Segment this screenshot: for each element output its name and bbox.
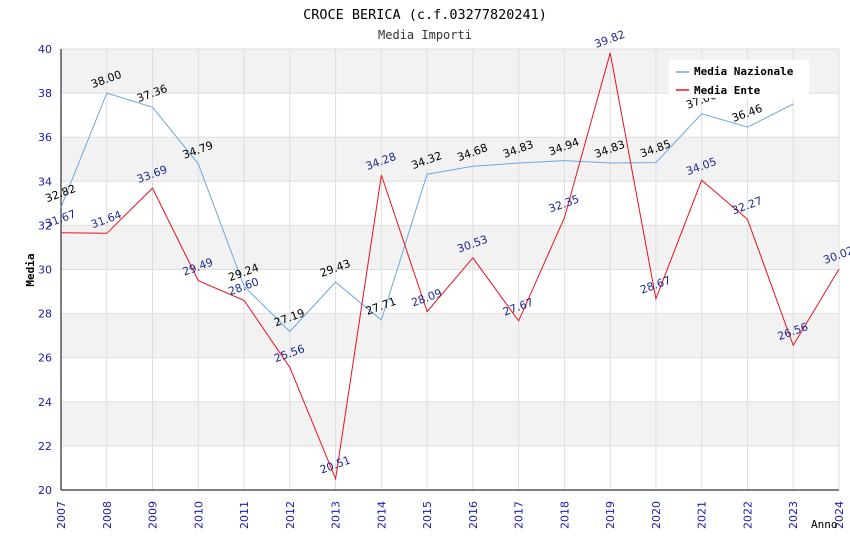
plot-band	[61, 313, 839, 358]
chart-subtitle: Media Importi	[378, 28, 472, 42]
y-tick-label: 26	[38, 352, 52, 365]
plot-band	[61, 357, 839, 402]
plot-band	[61, 445, 839, 490]
x-tick-label: 2009	[147, 501, 160, 529]
x-tick-label: 2019	[604, 501, 617, 529]
x-tick-labels: 2007 2008 2009 2010 2011 2012 2013 2014 2015 2016…	[55, 501, 846, 529]
plot-band	[61, 93, 839, 138]
chart-title: CROCE BERICA (c.f.03277820241)	[303, 7, 547, 23]
y-tick-label: 38	[38, 87, 52, 100]
y-tick-label: 40	[38, 43, 52, 56]
x-tick-label: 2018	[558, 501, 571, 529]
x-tick-label: 2017	[513, 501, 526, 529]
plot-bands	[61, 49, 839, 490]
plot-band	[61, 225, 839, 270]
data-label-ente: 39.82	[593, 28, 627, 51]
x-tick-label: 2013	[330, 501, 343, 529]
legend: Media Nazionale Media Ente	[669, 60, 809, 98]
legend-label-ente: Media Ente	[694, 84, 761, 97]
y-tick-label: 24	[38, 396, 52, 409]
x-tick-label: 2010	[192, 501, 205, 529]
plot-band	[61, 137, 839, 182]
series-lines	[60, 52, 840, 481]
x-axis-title: Anno	[811, 518, 838, 531]
x-tick-label: 2024	[833, 501, 846, 529]
plot-band	[61, 401, 839, 446]
y-tick-label: 34	[38, 175, 52, 188]
axes	[60, 49, 839, 491]
y-tick-label: 32	[38, 219, 52, 232]
x-tick-label: 2008	[101, 501, 114, 529]
series-line-ente	[60, 52, 840, 481]
y-tick-label: 36	[38, 131, 52, 144]
y-tick-labels: 20 22 24 26 28 30 32 34 36 38 40	[38, 43, 52, 497]
x-tick-label: 2014	[375, 501, 388, 529]
x-tick-label: 2015	[421, 501, 434, 529]
x-tick-label: 2012	[284, 501, 297, 529]
legend-box	[669, 60, 809, 98]
legend-label-nazionale: Media Nazionale	[694, 65, 794, 78]
x-tick-label: 2021	[696, 501, 709, 529]
x-tick-label: 2023	[787, 501, 800, 529]
x-tick-label: 2020	[650, 501, 663, 529]
x-tick-label: 2011	[238, 501, 251, 529]
plot-band	[61, 269, 839, 314]
y-axis-title: Media	[24, 253, 37, 286]
plot-band	[61, 181, 839, 226]
x-tick-label: 2022	[741, 501, 754, 529]
series-line-nazionale	[60, 92, 794, 333]
x-tick-label: 2016	[467, 501, 480, 529]
x-tick-label: 2007	[55, 501, 68, 529]
y-tick-label: 30	[38, 264, 52, 277]
y-tick-label: 20	[38, 484, 52, 497]
y-tick-label: 22	[38, 440, 52, 453]
y-tick-label: 28	[38, 308, 52, 321]
